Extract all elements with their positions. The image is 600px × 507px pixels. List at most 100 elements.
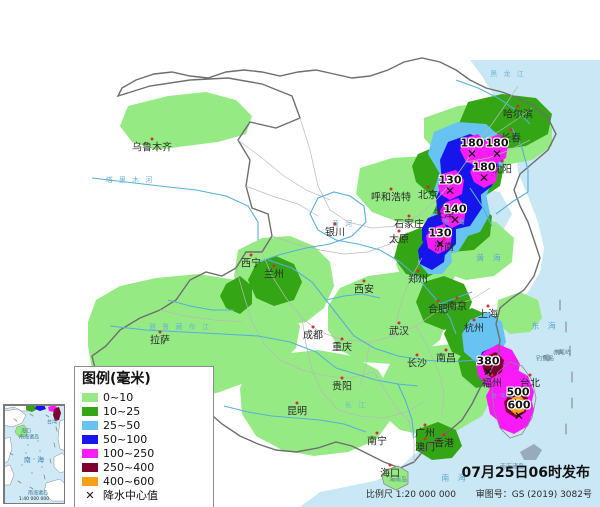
legend-label: 100~250	[103, 446, 155, 460]
city-marker-dot	[423, 437, 427, 441]
river-label: 黄 河	[331, 220, 355, 228]
legend-label: 25~50	[103, 418, 141, 432]
city-marker-dot	[444, 348, 448, 352]
precip-center-value: 500	[506, 385, 530, 399]
precip-center-value: 380	[476, 354, 500, 368]
legend-panel: 图例(毫米) 0~10 10~25 25~50 50~100 100~250 250~40…	[74, 366, 214, 507]
island-label: 赤尾屿	[552, 349, 572, 357]
precip-center-value: 180	[460, 136, 484, 150]
inset-label: 南海诸岛	[18, 434, 40, 441]
city-marker-dot	[416, 269, 420, 273]
precip-center-x-icon: ✕	[491, 147, 503, 161]
city-marker-dot	[272, 264, 276, 268]
city-marker-dot	[415, 353, 419, 357]
inset-label: 台湾	[46, 419, 58, 426]
city-marker-dot	[340, 376, 344, 380]
legend-label: 400~600	[103, 474, 155, 488]
city-marker-dot	[436, 299, 440, 303]
legend-swatch	[82, 407, 98, 416]
city-marker-dot	[333, 222, 337, 226]
footer-meta: 比例尺 1:20 000 000 审图号：GS (2019) 3082号	[366, 487, 592, 500]
legend-row: 25~50	[82, 419, 207, 432]
inset-sea-label: 南 海	[23, 456, 47, 464]
precip-center-value: 180	[472, 160, 496, 174]
sea-label: 南 海	[441, 473, 469, 483]
legend-row: 250~400	[82, 461, 207, 474]
precip-center-x-icon: ✕	[513, 409, 525, 423]
precip-center-x-icon: ✕	[466, 147, 478, 161]
city-marker-dot	[442, 433, 446, 437]
sea-label: 黄 海	[476, 253, 504, 263]
precip-center-x-icon: ✕	[85, 488, 95, 502]
river-label: 塔 里 木 河	[105, 176, 155, 184]
inset-label: 海口	[20, 428, 32, 435]
city-marker-dot	[442, 204, 446, 208]
precip-center-value: 130	[438, 173, 462, 187]
city-marker-dot	[486, 304, 490, 308]
island-label: 海南岛	[388, 476, 408, 484]
city-marker-dot	[490, 373, 494, 377]
island-label: 钓鱼岛	[535, 355, 555, 363]
city-marker-dot	[362, 279, 366, 283]
city-marker-dot	[516, 104, 520, 108]
legend-label: 0~10	[103, 390, 134, 404]
sea-label: 东 海	[531, 321, 559, 331]
legend-row: 100~250	[82, 447, 207, 460]
city-marker-dot	[423, 423, 427, 427]
inset-label: 南海诸岛	[27, 490, 49, 497]
legend-row: 50~100	[82, 433, 207, 446]
city-marker-dot	[249, 253, 253, 257]
legend-label: 250~400	[103, 460, 155, 474]
precip-center-value: 130	[428, 226, 452, 240]
release-time: 07月25日06时发布	[461, 465, 590, 481]
precip-center-x-icon: ✕	[444, 184, 456, 198]
precip-center-x-icon: ✕	[478, 171, 490, 185]
city-marker-dot	[500, 159, 504, 163]
city-marker-dot	[407, 214, 411, 218]
island-label: 南海诸岛	[499, 463, 525, 471]
city-marker-dot	[397, 321, 401, 325]
legend-swatch	[82, 449, 98, 458]
legend-label-center-value: 降水中心值	[103, 488, 158, 502]
inset-scale: 1:40 000 000	[18, 497, 50, 502]
south-china-sea-inset: 海口 南海诸岛 台湾 南海诸岛 南 海 1:40 000 000	[3, 404, 65, 504]
city-marker-dot	[158, 330, 162, 334]
legend-row-center-value: ✕ 降水中心值	[82, 489, 207, 502]
city-marker-dot	[397, 229, 401, 233]
city-marker-dot	[509, 128, 513, 132]
legend-row: 400~600	[82, 475, 207, 488]
legend-label: 10~25	[103, 404, 141, 418]
precip-center-value: 140	[443, 202, 467, 216]
legend-swatch	[82, 477, 98, 486]
city-marker-dot	[340, 337, 344, 341]
city-marker-dot	[375, 431, 379, 435]
legend-title: 图例(毫米)	[82, 371, 151, 387]
legend-swatch	[82, 393, 98, 402]
precip-center-value: 180	[485, 136, 509, 150]
precip-center-x-icon: ✕	[512, 396, 524, 410]
city-marker-dot	[472, 318, 476, 322]
city-marker-dot	[311, 325, 315, 329]
legend-swatch	[82, 421, 98, 430]
precip-center-x-icon: ✕	[482, 365, 494, 379]
precip-center-value: 600	[507, 398, 531, 412]
precip-center-x-icon: ✕	[449, 213, 461, 227]
city-marker-dot	[442, 237, 446, 241]
river-label: 长 江	[344, 401, 368, 409]
city-marker-dot	[150, 137, 154, 141]
map-scale: 比例尺 1:20 000 000	[365, 490, 456, 500]
legend-rows: 0~10 10~25 25~50 50~100 100~250 250~400 400~60…	[82, 391, 207, 488]
map-approval-number: 审图号：GS (2019) 3082号	[475, 490, 592, 500]
city-marker-dot	[528, 373, 532, 377]
city-marker-dot	[455, 296, 459, 300]
legend-swatch	[82, 435, 98, 444]
legend-row: 0~10	[82, 391, 207, 404]
legend-row: 10~25	[82, 405, 207, 418]
river-label: 雅 鲁 藏 布 江	[149, 323, 211, 331]
sea-label: 台湾海峡	[491, 393, 525, 400]
city-marker-dot	[388, 463, 392, 467]
precip-center-x-icon: ✕	[434, 237, 446, 251]
legend-swatch	[82, 463, 98, 472]
city-marker-dot	[426, 185, 430, 189]
